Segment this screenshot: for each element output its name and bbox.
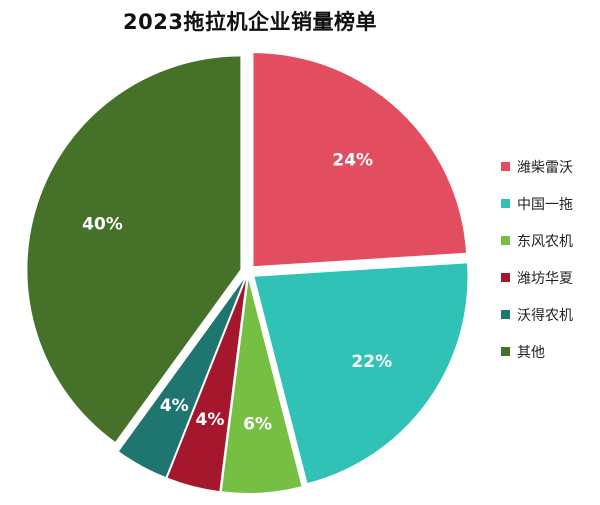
pie-chart: 24% 22% 6% 4% 4% 40% <box>27 53 468 493</box>
pie-slice-5 <box>118 279 245 478</box>
legend-item-3: 东风农机 <box>501 222 600 259</box>
data-label-3: 6% <box>243 415 272 435</box>
legend-swatch <box>501 347 510 356</box>
legend: 潍柴雷沃中国一拖东风农机潍坊华夏沃得农机其他 <box>501 148 600 370</box>
legend-label: 其他 <box>517 344 545 361</box>
legend-item-5: 沃得农机 <box>501 296 600 333</box>
legend-swatch <box>501 310 510 319</box>
legend-item-4: 潍坊华夏 <box>501 259 600 296</box>
pie-slice-6 <box>27 56 241 442</box>
pie-slice-3 <box>221 279 302 493</box>
legend-item-6: 其他 <box>501 333 600 370</box>
data-label-6: 40% <box>82 215 123 235</box>
legend-swatch <box>501 273 510 282</box>
legend-label: 潍柴雷沃 <box>517 159 573 176</box>
pie-slice-1 <box>253 53 467 267</box>
legend-label: 东风农机 <box>517 233 573 250</box>
legend-swatch <box>501 162 510 171</box>
legend-item-2: 中国一拖 <box>501 185 600 222</box>
legend-swatch <box>501 199 510 208</box>
data-label-1: 24% <box>332 150 373 170</box>
data-label-5: 4% <box>160 396 189 416</box>
pie-slice-4 <box>167 279 247 492</box>
legend-label: 沃得农机 <box>517 307 573 324</box>
legend-label: 中国一拖 <box>517 196 573 213</box>
pie-slice-2 <box>254 263 468 484</box>
data-label-2: 22% <box>351 352 392 372</box>
legend-label: 潍坊华夏 <box>517 270 573 287</box>
legend-item-1: 潍柴雷沃 <box>501 148 600 185</box>
pie-data-labels: 24% 22% 6% 4% 4% 40% <box>82 150 392 434</box>
chart-title: 2023拖拉机企业销量榜单 <box>123 10 377 34</box>
pie-slices <box>27 53 468 493</box>
data-label-4: 4% <box>196 410 225 430</box>
legend-swatch <box>501 236 510 245</box>
